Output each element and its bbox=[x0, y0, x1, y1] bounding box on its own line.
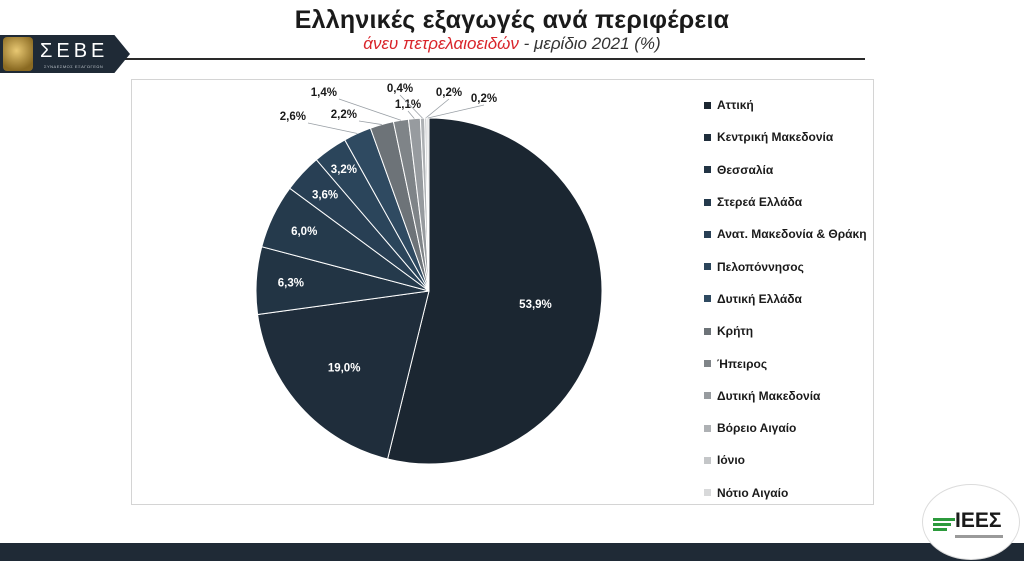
chart-subtitle: άνευ πετρελαιοειδών - μερίδιο 2021 (%) bbox=[0, 34, 1024, 54]
ieee-logo-text: ΙΕΕΣ bbox=[955, 509, 1002, 532]
legend-item: Βόρειο Αιγαίο bbox=[704, 412, 894, 444]
pie-data-label-3: 6,0% bbox=[291, 226, 317, 238]
seve-emblem-icon bbox=[3, 37, 33, 71]
legend-item: Κεντρική Μακεδονία bbox=[704, 121, 894, 153]
legend-swatch bbox=[704, 230, 711, 238]
seve-logo-text: ΣΕΒΕ bbox=[40, 40, 109, 62]
legend-item: Δυτική Μακεδονία bbox=[704, 380, 894, 412]
pie-leader-line-6 bbox=[307, 122, 358, 134]
legend-label: Δυτική Μακεδονία bbox=[717, 388, 821, 403]
title-divider bbox=[105, 58, 865, 60]
legend-item: Αττική bbox=[704, 89, 894, 121]
pie-data-label-5: 3,2% bbox=[331, 164, 357, 176]
legend-label: Ιόνιο bbox=[717, 453, 746, 468]
legend-swatch bbox=[704, 295, 711, 303]
pie-data-label-0: 53,9% bbox=[519, 299, 552, 311]
ieee-logo-badge bbox=[922, 484, 1020, 560]
legend-label: Ανατ. Μακεδονία & Θράκη bbox=[717, 227, 867, 242]
subtitle-highlight: άνευ πετρελαιοειδών bbox=[363, 34, 519, 53]
pie-data-label-10: 0,4% bbox=[387, 83, 413, 95]
pie-leader-line-7 bbox=[358, 120, 382, 125]
legend-label: Στερεά Ελλάδα bbox=[717, 195, 803, 210]
legend-swatch bbox=[704, 133, 711, 141]
footer-bar bbox=[0, 543, 1024, 561]
legend-label: Θεσσαλία bbox=[717, 162, 774, 177]
legend-swatch bbox=[704, 327, 711, 335]
pie-data-label-1: 19,0% bbox=[328, 362, 361, 374]
legend-swatch bbox=[704, 101, 711, 109]
seve-logo-subtext: ΣΥΝΔΕΣΜΟΣ ΕΞΑΓΩΓΕΩΝ bbox=[44, 64, 104, 69]
legend-item: Νότιο Αιγαίο bbox=[704, 477, 894, 509]
legend-item: Δυτική Ελλάδα bbox=[704, 283, 894, 315]
pie-data-label-8: 1,4% bbox=[311, 87, 337, 99]
pie-data-label-2: 6,3% bbox=[278, 278, 304, 290]
legend-label: Πελοπόννησος bbox=[717, 259, 804, 274]
ieee-logo-underline bbox=[955, 535, 1003, 538]
ieee-bars-icon bbox=[933, 518, 955, 533]
legend-label: Δυτική Ελλάδα bbox=[717, 291, 802, 306]
pie-leader-line-10 bbox=[399, 94, 423, 119]
pie-leader-line-9 bbox=[407, 110, 415, 119]
legend-label: Νότιο Αιγαίο bbox=[717, 485, 789, 500]
pie-data-label-12: 0,2% bbox=[471, 93, 497, 105]
legend-label: Κρήτη bbox=[717, 324, 754, 339]
legend-item: Ήπειρος bbox=[704, 347, 894, 379]
legend-swatch bbox=[704, 392, 711, 400]
pie-data-label-7: 2,2% bbox=[331, 109, 357, 121]
legend-item: Ιόνιο bbox=[704, 444, 894, 476]
legend-label: Βόρειο Αιγαίο bbox=[717, 421, 797, 436]
pie-slice-0 bbox=[386, 117, 603, 465]
legend-item: Πελοπόννησος bbox=[704, 250, 894, 282]
chart-title: Ελληνικές εξαγωγές ανά περιφέρεια bbox=[294, 6, 730, 34]
legend-swatch bbox=[704, 198, 711, 206]
legend-item: Στερεά Ελλάδα bbox=[704, 186, 894, 218]
pie-leader-line-11 bbox=[425, 98, 450, 119]
legend-label: Κεντρική Μακεδονία bbox=[717, 130, 834, 145]
legend-item: Κρήτη bbox=[704, 315, 894, 347]
pie-slice-1 bbox=[257, 290, 430, 460]
chart-legend: Αττική Κεντρική Μακεδονία Θεσσαλία Στερεά Ε… bbox=[704, 89, 894, 509]
legend-swatch bbox=[704, 489, 711, 497]
legend-swatch bbox=[704, 424, 711, 432]
legend-swatch bbox=[704, 456, 711, 464]
legend-swatch bbox=[704, 360, 711, 368]
legend-label: Ήπειρος bbox=[717, 356, 768, 371]
pie-leader-line-8 bbox=[338, 98, 402, 121]
pie-data-label-4: 3,6% bbox=[312, 189, 338, 201]
legend-swatch bbox=[704, 166, 711, 174]
legend-item: Ανατ. Μακεδονία & Θράκη bbox=[704, 218, 894, 250]
pie-leader-line-12 bbox=[427, 104, 485, 119]
pie-data-label-6: 2,6% bbox=[280, 111, 306, 123]
legend-item: Θεσσαλία bbox=[704, 154, 894, 186]
pie-data-label-9: 1,1% bbox=[395, 99, 421, 111]
legend-swatch bbox=[704, 263, 711, 271]
pie-data-label-11: 0,2% bbox=[436, 87, 462, 99]
subtitle-rest: - μερίδιο 2021 (%) bbox=[518, 34, 661, 53]
legend-label: Αττική bbox=[717, 98, 754, 113]
